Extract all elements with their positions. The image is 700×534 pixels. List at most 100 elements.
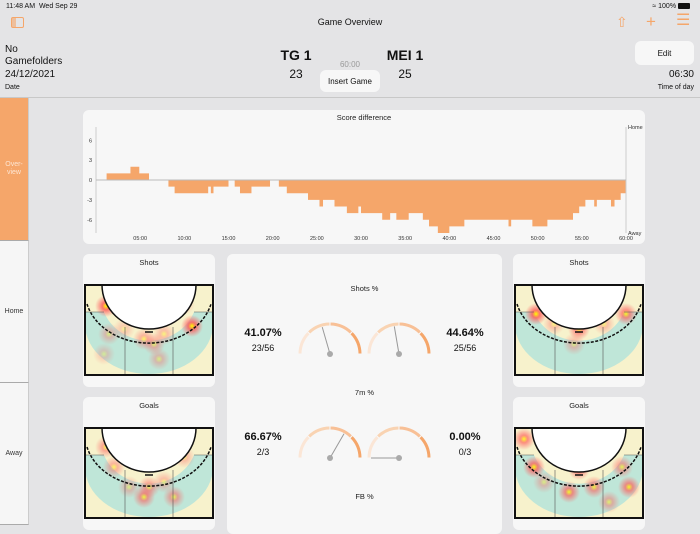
gauge-segment — [377, 322, 399, 334]
zone-lines — [85, 454, 213, 518]
y-tick-label: 3 — [89, 158, 92, 164]
heat-spot — [118, 476, 140, 498]
heat-spot — [514, 428, 535, 450]
x-tick-label: 15:00 — [222, 236, 236, 242]
gauge-segment — [308, 322, 330, 334]
sidebar-item-home[interactable]: Home — [0, 241, 29, 383]
x-tick-label: 60:00 — [619, 236, 633, 242]
gauge-hub — [396, 351, 402, 357]
away-shots-pct: 44.64% — [446, 327, 484, 339]
away-goals-heatmap[interactable]: Goals — [513, 397, 645, 530]
away-7m-pct: 0.00% — [449, 431, 481, 443]
x-tick-label: 25:00 — [310, 236, 324, 242]
stat-title-shots: Shots % — [350, 284, 379, 293]
heat-spot — [615, 303, 637, 325]
heatmap-title: Shots — [569, 258, 589, 267]
gauge-needle — [393, 326, 400, 355]
y-tick-label: -3 — [87, 198, 92, 204]
home-team: TG 1 — [280, 47, 312, 63]
heat-spot — [563, 333, 585, 355]
gauge-needle — [329, 433, 345, 459]
date-value[interactable]: 24/12/2021 — [5, 69, 56, 80]
free-throw-line — [86, 446, 212, 487]
x-tick-label: 35:00 — [398, 236, 412, 242]
score-area — [96, 166, 626, 233]
home-shots-heatmap[interactable]: Shots — [83, 254, 215, 387]
zone-lines — [515, 311, 643, 375]
gauge-segment — [399, 322, 421, 334]
time-of-day-value[interactable]: 06:30 — [668, 69, 694, 80]
gauge-hub — [327, 455, 333, 461]
home-shots-pct: 41.07% — [244, 327, 282, 339]
divider — [0, 97, 700, 98]
goal-area — [101, 427, 197, 473]
court-border — [514, 427, 644, 519]
goal-area — [531, 284, 627, 330]
share-icon[interactable]: ⇧ — [616, 14, 628, 30]
insert-game-button[interactable]: Insert Game — [320, 70, 380, 92]
chart-title: Score difference — [336, 113, 392, 122]
gauge-segment — [377, 426, 399, 438]
free-throw-line — [516, 303, 642, 344]
court-heatmap — [84, 427, 214, 519]
zone-lines — [85, 311, 213, 375]
heat-spot — [598, 491, 620, 513]
y-tick-label: -6 — [87, 218, 92, 224]
stat-title-7m: 7m % — [354, 388, 375, 397]
away-shots-heatmap[interactable]: Shots — [513, 254, 645, 387]
gamefolder-label: No Gamefolders — [5, 44, 63, 67]
heatmap-title: Shots — [139, 258, 159, 267]
chart-svg: 6 3 0 -3 -6 05:00 10:00 15:00 20:00 25:00 30:00 35:… — [87, 125, 643, 242]
heat-spot — [618, 476, 640, 498]
stats-panel: Shots % 41.07% 23/56 44.64% 25/56 7m % 6… — [227, 254, 502, 534]
x-tick-label: 40:00 — [442, 236, 456, 242]
sidebar-item-away[interactable]: Away — [0, 383, 29, 525]
home-7m-frac: 2/3 — [256, 447, 270, 457]
gauge-needle — [321, 326, 331, 355]
plus-icon[interactable]: + — [646, 12, 656, 31]
goal-area — [101, 284, 197, 330]
y-tick-label: 0 — [89, 178, 92, 184]
heatmap-title: Goals — [569, 401, 589, 410]
sidebar-item-overview[interactable]: Over-view — [0, 98, 29, 241]
court-border — [514, 284, 644, 376]
home-7m-pct: 66.67% — [244, 431, 282, 443]
gauges — [298, 322, 431, 461]
page-title: Game Overview — [317, 17, 383, 27]
gauge-segment — [367, 332, 379, 354]
free-throw-line — [86, 303, 212, 344]
heat-spot — [93, 343, 115, 365]
home-score: 23 — [289, 67, 303, 81]
home-shots-frac: 23/56 — [251, 343, 275, 353]
gauge-hub — [327, 351, 333, 357]
status-battery: ≈ 100% — [652, 3, 690, 10]
sidebar-toggle-icon[interactable] — [11, 17, 24, 28]
edit-button[interactable]: Edit — [635, 41, 694, 65]
gauge-segment — [308, 426, 330, 438]
home-goals-heatmap[interactable]: Goals — [83, 397, 215, 530]
y-tick-label: 6 — [89, 138, 92, 144]
heat-spot — [611, 456, 633, 478]
x-tick-label: 20:00 — [266, 236, 280, 242]
court-heatmap — [84, 284, 214, 376]
gauge-segment — [298, 436, 310, 458]
x-tick-label: 50:00 — [531, 236, 545, 242]
status-time: 11:48 AM Wed Sep 29 — [6, 3, 78, 10]
gauge-segment — [330, 322, 352, 334]
stat-title-fb: FB % — [355, 492, 374, 501]
heat-spot — [533, 471, 555, 493]
free-throw-line — [516, 446, 642, 487]
court-heatmap — [514, 284, 644, 376]
away-label: Away — [628, 231, 642, 237]
gauge-segment — [350, 332, 362, 354]
heat-spot — [153, 471, 175, 493]
menu-icon[interactable]: ☰ — [676, 12, 691, 29]
x-tick-label: 30:00 — [354, 236, 368, 242]
gauge-segment — [350, 436, 362, 458]
zone-lines — [515, 454, 643, 518]
home-label: Home — [628, 125, 643, 131]
gauge-hub — [396, 455, 402, 461]
heat-spot — [148, 348, 170, 370]
x-tick-label: 10:00 — [177, 236, 191, 242]
time-of-day-label: Time of day — [657, 84, 694, 91]
